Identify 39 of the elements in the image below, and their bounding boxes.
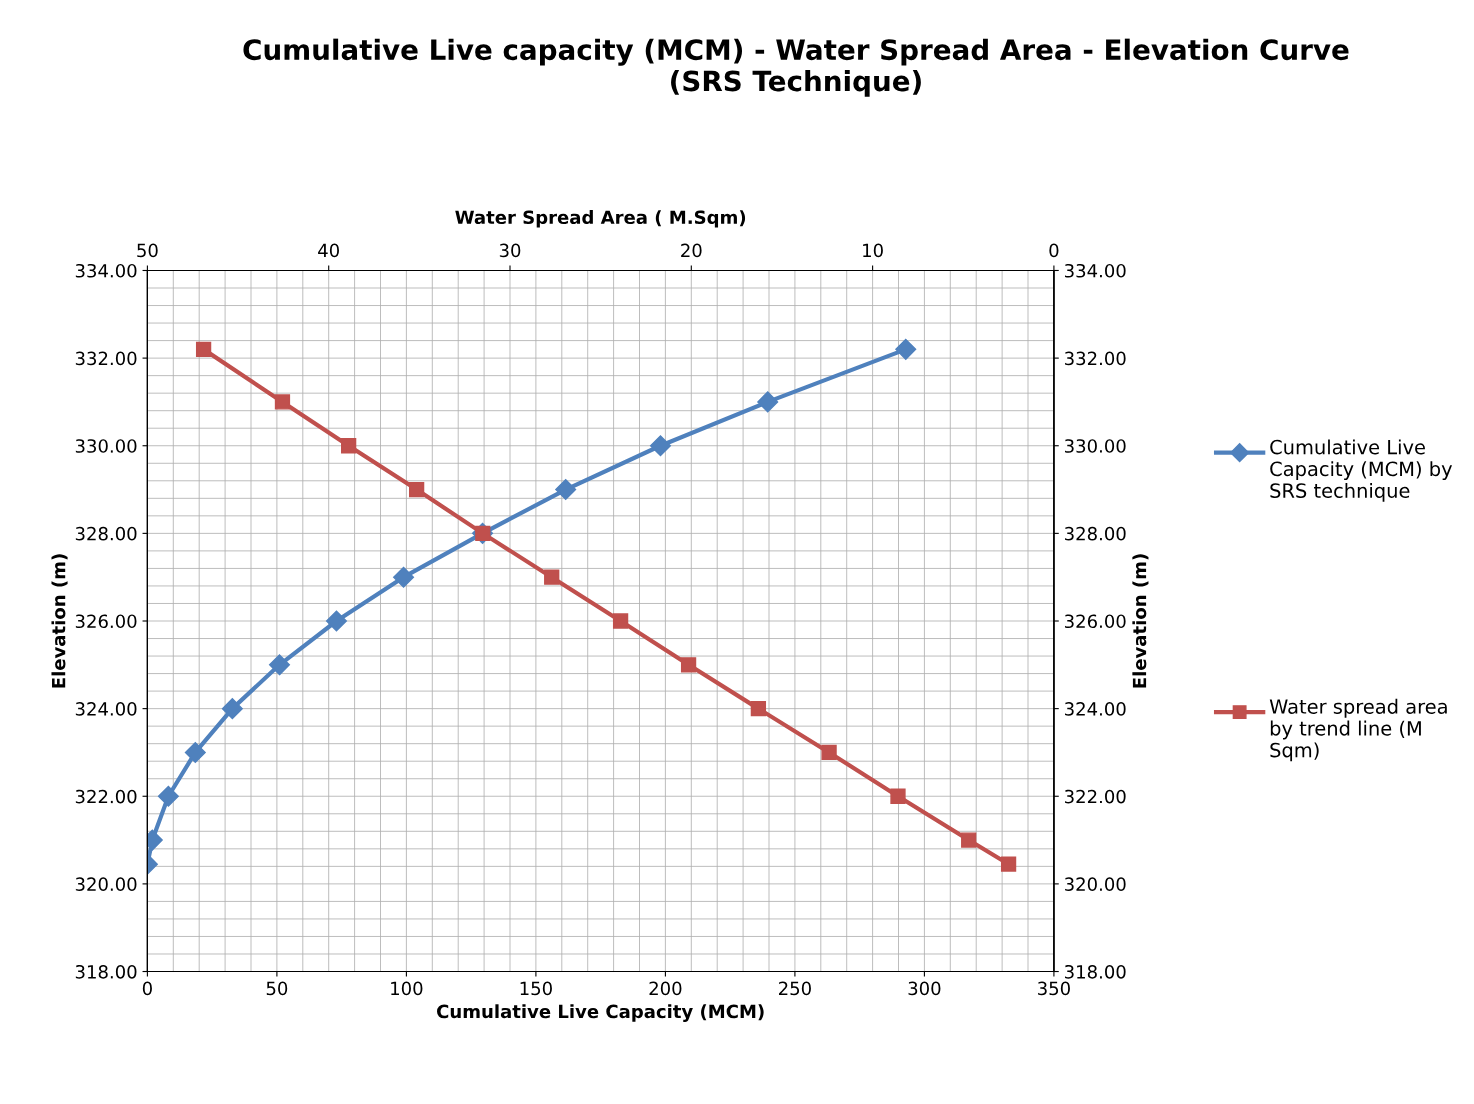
y2-tick-label: 328.00 [1065,526,1126,541]
y2-tick-label: 330.00 [1065,439,1126,453]
y2-axis-title: Elevation (m) [1132,554,1149,688]
x-tick-label: 200 [649,981,682,996]
y2-tick-label: 326.00 [1065,614,1126,629]
y-tick-label: 322.00 [75,789,137,804]
y-tick-label: 326.00 [75,614,137,629]
x2-tick-label: 30 [499,243,521,258]
y-axis-title: Elevation (m) [51,554,68,688]
x-axis-title: Cumulative Live Capacity (MCM) [437,1004,764,1022]
y-tick-label: 320.00 [75,877,137,892]
x2-tick-label: 10 [863,243,883,258]
y-tick-label: 332.00 [75,351,137,366]
x-tick-label: 250 [779,981,811,996]
x-tick-label: 350 [1038,981,1070,996]
x-tick-label: 100 [391,981,423,996]
y-tick-label: 330.00 [75,439,137,453]
y2-tick-label: 332.00 [1065,351,1126,366]
x2-tick-label: 40 [318,243,339,258]
x2-tick-label: 0 [1049,243,1059,258]
x2-tick-label: 20 [681,243,702,258]
x2-tick-label: 50 [137,243,158,258]
y2-tick-label: 320.00 [1065,877,1126,892]
y-tick-label: 318.00 [75,964,137,979]
x2-axis-title: Water Spread Area ( M.Sqm) [455,210,746,228]
x-tick-label: 50 [266,981,288,996]
legend-label: Cumulative Live Capacity (MCM) by SRS technique [1270,439,1453,502]
y2-tick-label: 318.00 [1065,964,1126,979]
x-tick-label: 150 [520,981,552,996]
x-tick-label: 0 [142,981,152,996]
y-tick-label: 324.00 [75,702,137,716]
y-tick-label: 334.00 [75,263,137,278]
legend-label: Water spread area by trend line (M Sqm) [1269,698,1447,762]
y2-tick-label: 324.00 [1065,702,1126,716]
chart-title: Cumulative Live capacity (MCM) - Water Spread Area - Elevation Curve (SRS Technique) [243,38,1349,97]
y2-tick-label: 322.00 [1065,789,1126,804]
x-tick-label: 300 [908,981,941,996]
y-tick-label: 328.00 [75,526,137,541]
y2-tick-label: 334.00 [1065,263,1126,278]
